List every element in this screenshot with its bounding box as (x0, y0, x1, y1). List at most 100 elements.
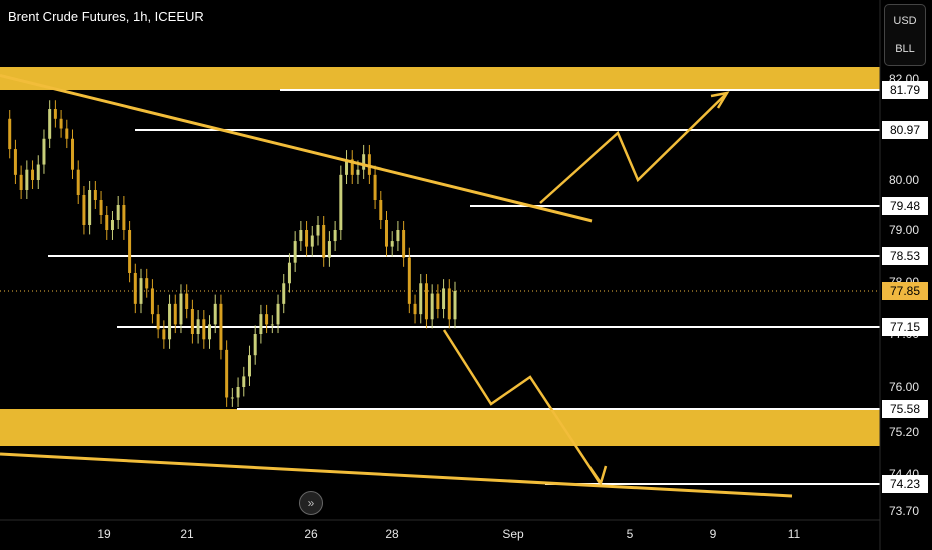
candle-body (173, 303, 177, 325)
candle-body (31, 169, 35, 180)
bearish-projection-arrowhead (588, 465, 608, 486)
current-price-label: 77.85 (890, 284, 920, 298)
level-price-label: 75.58 (890, 402, 920, 416)
y-tick-label: 80.00 (889, 173, 919, 187)
candle-body (447, 288, 451, 320)
level-price-label-bg (882, 121, 928, 139)
candle-body (93, 190, 97, 200)
candle-body (436, 293, 440, 309)
candle-body (413, 303, 417, 315)
candle-body (139, 278, 143, 304)
candle-body (156, 314, 160, 330)
candle-body (305, 230, 309, 247)
candle-body (362, 154, 366, 170)
x-tick-label: 26 (304, 527, 318, 541)
candle-body (310, 235, 314, 247)
x-tick-label: 5 (627, 527, 634, 541)
level-price-label: 79.48 (890, 199, 920, 213)
x-tick-label: Sep (502, 527, 524, 541)
bullish-projection-path (539, 92, 728, 204)
forward-arrows-icon: » (307, 496, 315, 510)
level-price-label: 77.15 (890, 320, 920, 334)
x-tick-label: 9 (710, 527, 717, 541)
candle-body (379, 200, 383, 220)
candle-body (390, 241, 394, 247)
candle-body (270, 324, 274, 326)
y-tick-label: 76.00 (889, 380, 919, 394)
x-tick-label: 19 (97, 527, 111, 541)
level-price-label-bg (882, 247, 928, 265)
current-price-label-bg (882, 282, 928, 300)
candle-body (236, 387, 240, 398)
candle-body (442, 288, 446, 309)
candle-body (242, 376, 246, 387)
scroll-to-realtime-button[interactable]: » (299, 491, 323, 515)
level-price-label: 81.79 (890, 83, 920, 97)
candle-body (53, 109, 57, 119)
candle-body (430, 293, 434, 320)
candle-body (168, 303, 172, 340)
x-tick-label: 21 (180, 527, 194, 541)
currency-label: USD (893, 15, 917, 27)
candle-body (253, 334, 257, 356)
y-tick-label: 75.20 (889, 425, 919, 439)
candle-body (13, 149, 17, 175)
bullish-projection-arrowhead (710, 91, 730, 109)
candle-body (322, 225, 326, 258)
candle-body (190, 309, 194, 334)
candle-body (367, 154, 371, 175)
candle-body (65, 128, 69, 139)
currency-selector[interactable]: USD BLL (884, 4, 926, 66)
candle-body (407, 257, 411, 304)
level-price-label-bg (882, 475, 928, 493)
candle-body (19, 174, 23, 190)
candle-body (384, 220, 388, 247)
x-tick-label: 11 (788, 527, 801, 541)
level-price-label-bg (882, 81, 928, 99)
candle-body (276, 303, 280, 325)
candle-body (247, 355, 251, 377)
supply-demand-zone (0, 409, 880, 446)
candle-body (122, 205, 126, 230)
candle-body (219, 303, 223, 350)
candle-body (82, 195, 86, 225)
support-trendline (0, 452, 793, 498)
candle-body (287, 262, 291, 284)
candle-body (396, 230, 400, 242)
candle-body (76, 169, 80, 195)
candle-body (196, 319, 200, 334)
supply-demand-zone (0, 67, 880, 90)
candle-body (48, 109, 52, 139)
candle-body (316, 225, 320, 236)
candle-body (99, 200, 103, 215)
candle-body (88, 190, 92, 225)
level-price-label: 80.97 (890, 123, 920, 137)
candle-body (185, 293, 189, 309)
candle-body (202, 319, 206, 340)
candle-body (110, 220, 114, 230)
candle-body (327, 241, 331, 258)
candle-body (424, 283, 428, 320)
unit-label: BLL (895, 43, 915, 55)
candle-body (42, 138, 46, 165)
descending-trendline (0, 73, 593, 223)
candle-body (356, 169, 360, 175)
y-tick-label: 79.00 (889, 223, 919, 237)
candle-body (25, 169, 29, 190)
candle-body (225, 349, 229, 398)
candle-body (259, 314, 263, 334)
candle-body (213, 303, 217, 325)
candle-body (105, 215, 109, 230)
candle-body (150, 288, 154, 315)
bearish-projection-path (442, 329, 602, 484)
candle-body (179, 293, 183, 325)
chart-title: Brent Crude Futures, 1h, ICEEUR (8, 9, 204, 24)
candle-body (333, 230, 337, 242)
candle-body (339, 174, 343, 230)
candle-body (208, 324, 212, 340)
level-price-label: 78.53 (890, 249, 920, 263)
candle-body (282, 283, 286, 304)
candle-body (419, 283, 423, 315)
candle-body (230, 397, 234, 399)
